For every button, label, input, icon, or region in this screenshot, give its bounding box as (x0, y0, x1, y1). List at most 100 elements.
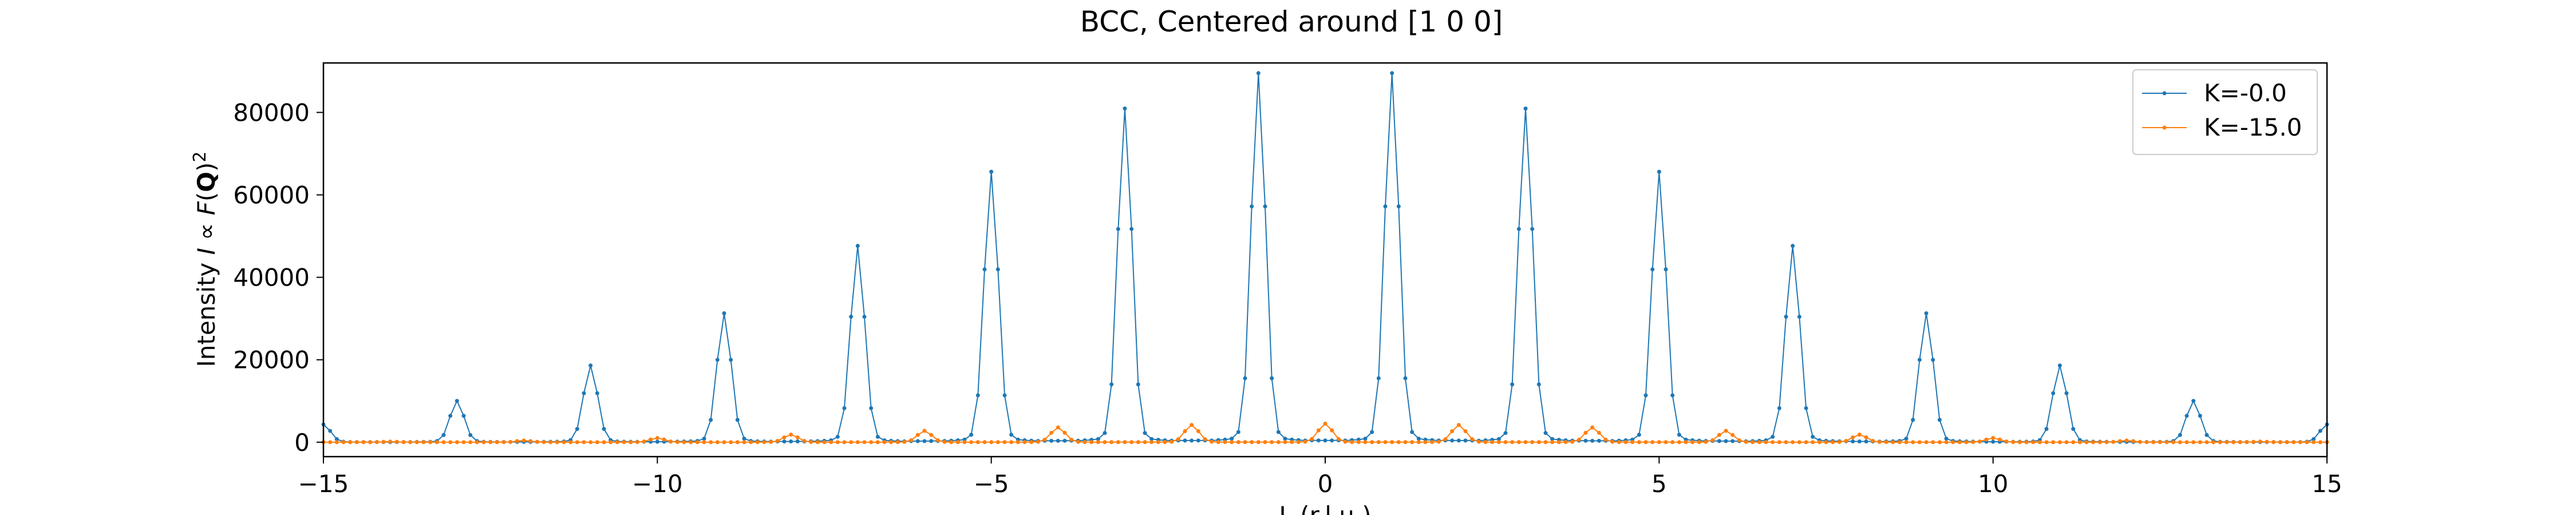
data-point (1791, 244, 1795, 248)
data-point (2124, 438, 2129, 443)
data-point (1056, 425, 1060, 430)
data-point (1603, 437, 1608, 442)
data-point (1550, 440, 1555, 445)
data-point (802, 438, 807, 443)
data-point (789, 433, 793, 437)
data-point (722, 440, 726, 445)
data-point (935, 438, 940, 442)
data-point (1236, 440, 1240, 445)
data-point (995, 440, 1000, 445)
data-point (1383, 440, 1388, 445)
data-point (368, 440, 373, 445)
data-point (1009, 440, 1014, 445)
data-point (1390, 71, 1394, 76)
data-point (1951, 440, 1955, 445)
data-point (1450, 429, 1455, 433)
data-point (1797, 315, 1801, 319)
data-point (1256, 71, 1261, 76)
data-point (1911, 418, 1915, 422)
data-point (1103, 440, 1107, 445)
data-point (2037, 440, 2042, 445)
data-point (1751, 440, 1755, 445)
data-point (969, 440, 974, 445)
data-point (1430, 440, 1435, 444)
data-point (1837, 439, 1842, 444)
data-point (1403, 376, 1408, 381)
data-point (1884, 440, 1888, 445)
data-point (875, 440, 880, 445)
data-point (2158, 440, 2162, 445)
data-point (609, 440, 613, 445)
data-point (675, 440, 679, 445)
data-point (555, 440, 559, 445)
data-point (1002, 440, 1007, 445)
data-point (448, 414, 453, 418)
data-point (1376, 440, 1381, 445)
data-point (855, 244, 860, 248)
data-point (2225, 440, 2229, 445)
data-point (1964, 440, 1969, 445)
data-point (2051, 391, 2056, 395)
data-point (595, 440, 599, 445)
data-point (755, 440, 760, 445)
data-point (2305, 440, 2309, 445)
data-point (428, 440, 433, 445)
data-point (1503, 431, 1508, 435)
data-point (1977, 439, 1982, 444)
data-point (875, 434, 880, 439)
data-point (1530, 227, 1535, 231)
data-point (1129, 227, 1134, 231)
data-point (915, 439, 920, 443)
data-point (1583, 438, 1588, 443)
data-point (929, 439, 934, 443)
data-point (562, 440, 566, 445)
data-point (1844, 438, 1848, 443)
data-point (455, 440, 459, 445)
data-point (1657, 440, 1661, 445)
data-point (1697, 440, 1701, 445)
data-point (1623, 440, 1628, 445)
data-point (689, 440, 693, 445)
data-point (1543, 440, 1548, 445)
data-point (1924, 311, 1929, 315)
data-point (869, 406, 874, 410)
data-point (401, 440, 406, 445)
data-point (2004, 439, 2009, 444)
data-point (1891, 440, 1895, 445)
data-point (782, 435, 787, 439)
data-point (1957, 440, 1962, 445)
data-point (1851, 439, 1855, 443)
data-point (2211, 440, 2216, 445)
data-point (1323, 421, 1327, 426)
data-point (1797, 440, 1801, 445)
data-point (1503, 440, 1508, 445)
data-point (1096, 437, 1100, 441)
data-point (434, 440, 439, 445)
data-point (521, 438, 526, 443)
data-point (2057, 363, 2062, 368)
data-point (1456, 438, 1461, 443)
data-point (702, 437, 706, 441)
data-point (1330, 428, 1334, 433)
data-point (835, 434, 840, 439)
data-point (1156, 440, 1160, 445)
data-point (515, 439, 519, 443)
data-point (1523, 106, 1528, 111)
data-point (1042, 437, 1047, 442)
data-point (795, 439, 800, 443)
data-point (1463, 438, 1468, 443)
data-point (348, 440, 353, 445)
data-point (1737, 438, 1741, 442)
data-point (1590, 438, 1595, 443)
data-point (975, 393, 980, 398)
data-point (1991, 439, 1996, 444)
data-point (1143, 431, 1147, 435)
data-point (575, 427, 579, 431)
data-point (1323, 438, 1327, 443)
data-point (2238, 440, 2242, 445)
data-point (582, 391, 586, 395)
data-point (1717, 433, 1721, 437)
data-point (508, 439, 513, 444)
data-point (2245, 440, 2249, 445)
